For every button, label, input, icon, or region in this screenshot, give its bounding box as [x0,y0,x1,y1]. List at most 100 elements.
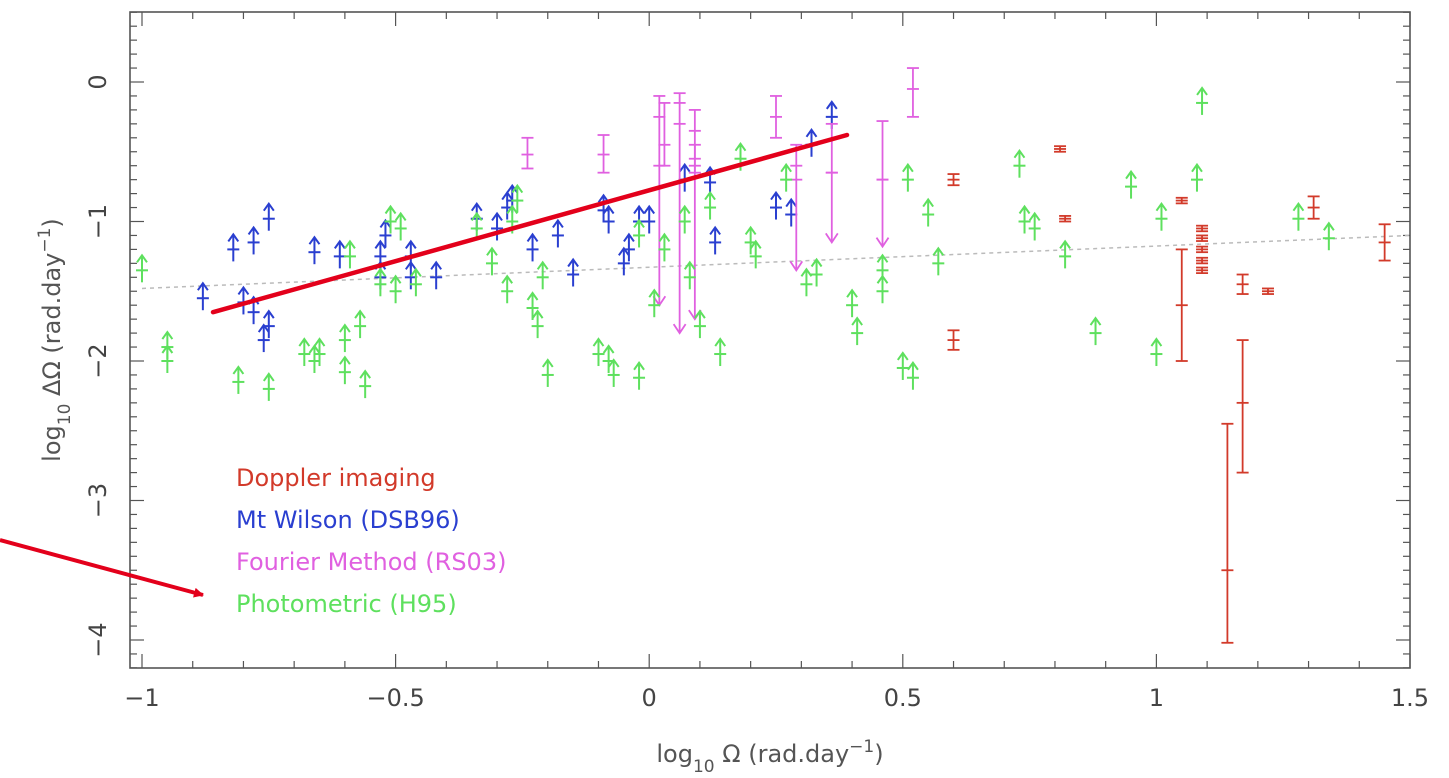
lower-limit-marker [536,260,549,290]
lower-limit-marker [643,204,656,234]
lower-limit-marker [678,204,691,234]
lower-limit-marker [1059,239,1072,269]
errorbar-marker [672,92,687,335]
y-tick-label: 0 [84,74,112,89]
lower-limit-marker [1013,148,1026,178]
lower-limit-marker [622,232,635,262]
errorbar-marker [789,143,804,272]
errorbar-marker [947,329,960,351]
dashed-fit-line [141,234,1411,290]
series-3 [136,86,1335,401]
lower-limit-marker [409,267,422,297]
lower-limit-marker [161,344,174,373]
lower-limit-marker [298,337,311,367]
lower-limit-marker [308,344,321,373]
lower-limit-marker [1125,169,1138,199]
lower-limit-marker [567,257,580,287]
lower-limit-marker [379,218,392,248]
lower-limit-marker [196,281,209,311]
errorbar-marker [1059,215,1072,223]
x-axis-title-mid: Ω (rad.day [715,740,850,768]
lower-limit-marker [683,260,696,290]
x-tick-label: −1 [124,684,159,712]
lower-limit-marker [658,232,671,262]
fit-lines [141,234,1411,290]
lower-limit-marker [633,218,646,248]
lower-limit-marker [876,274,889,304]
y-axis-title-mid: ΔΩ (rad.day [38,253,66,404]
lower-limit-marker [592,337,605,367]
lower-limit-marker [485,246,498,276]
errorbar-marker [1378,223,1391,262]
y-axis-title-sub: 10 [55,404,75,426]
lower-limit-marker [1292,201,1305,231]
lower-limit-marker [770,190,782,220]
x-axis-title: log10 Ω (rad.day−1) [656,737,883,777]
errorbar-marker [1196,256,1209,265]
y-axis-title: log10 ΔΩ (rad.day−1) [35,218,75,462]
lower-limit-marker [343,239,356,269]
lower-limit-marker [374,267,387,297]
x-tick-label: 1.5 [1391,684,1429,712]
errorbar-marker [521,136,534,170]
lower-limit-marker [531,309,544,339]
lower-limit-marker [491,211,504,241]
lower-limit-marker [780,162,793,192]
lower-limit-marker [430,260,443,290]
errorbar-marker [1196,245,1209,254]
x-tick-labels: −1 −0.5 0 0.5 1 1.5 [124,684,1429,712]
lower-limit-marker [922,197,935,227]
series-2 [521,67,919,335]
lower-limit-marker [247,225,260,255]
lower-limit-marker [354,309,367,339]
lower-limit-marker [313,337,326,367]
lower-limit-marker [714,337,727,367]
lower-limit-marker [308,235,321,265]
lower-limit-marker [1190,162,1203,192]
lower-limit-marker [262,309,275,339]
errorbar-marker [947,173,960,187]
lower-limit-marker [262,372,275,401]
x-tick-label: 1 [1149,684,1164,712]
legend: Doppler imaging Mt Wilson (DSB96) Fourie… [236,464,506,618]
lower-limit-marker [607,358,620,387]
lower-limit-marker [602,204,615,234]
lower-limit-marker [896,351,909,380]
y-axis-title-prefix: log [38,425,66,462]
lower-limit-marker [617,246,630,276]
series-0 [947,145,1391,644]
legend-entry-doppler: Doppler imaging [236,464,436,492]
lower-limit-marker [359,369,372,399]
lower-limit-marker [389,274,402,304]
lower-limit-marker [384,204,397,234]
x-axis-title-prefix: log [656,740,693,768]
errorbar-marker [1054,145,1067,153]
errorbar-marker [1196,234,1209,242]
lower-limit-marker [851,316,864,346]
lower-limit-marker [551,218,564,248]
lower-limit-marker [906,361,919,390]
lower-limit-marker [501,274,514,304]
lower-limit-marker [633,361,646,390]
errorbar-marker [1175,248,1188,362]
y-axis-title-suffix: ) [38,218,66,227]
lower-limit-marker [810,257,823,287]
errorbar-marker [1196,266,1209,275]
errorbar-marker [1307,195,1320,220]
lower-limit-marker [1196,86,1209,115]
y-tick-label: −4 [84,622,112,657]
lower-limit-marker [136,253,148,283]
errorbar-marker [906,67,919,118]
red-trend-line [210,132,850,315]
errorbar-marker [770,95,782,139]
lower-limit-marker [1155,201,1168,231]
lower-limit-marker [526,232,539,262]
y-axis-title-sup: −1 [35,228,55,253]
lower-limit-marker [394,211,407,241]
x-axis-title-suffix: ) [874,740,883,768]
errorbar-marker [597,134,610,174]
y-tick-labels: 0 −1 −2 −3 −4 [84,74,112,657]
errorbar-marker [1175,196,1188,205]
lower-limit-marker [901,162,914,192]
lower-limit-marker [232,365,245,394]
